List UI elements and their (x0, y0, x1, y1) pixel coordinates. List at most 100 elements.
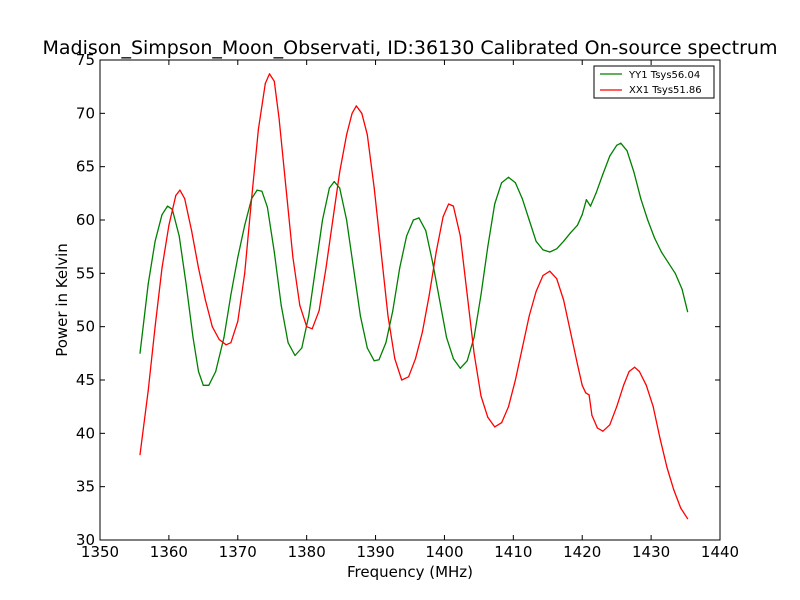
series-1-point-86 (687, 518, 689, 520)
series-0-point-4 (166, 205, 169, 207)
series-0-point-3 (161, 214, 163, 216)
legend-label-yy1: YY1 Tsys56.04 (628, 70, 700, 81)
series-0-point-32 (346, 219, 348, 221)
series-0-point-50 (466, 360, 468, 362)
series-0-point-21 (273, 251, 275, 253)
legend: YY1 Tsys56.04 XX1 Tsys51.86 (593, 65, 715, 99)
plot-frame (100, 60, 720, 540)
series-0-point-64 (563, 240, 565, 242)
series-0-point-84 (687, 311, 689, 313)
legend-box (593, 65, 715, 99)
x-tick-label: 1390 (356, 543, 394, 561)
series-1-point-17 (251, 198, 253, 200)
series-1-point-19 (264, 82, 266, 85)
series-1-point-23 (285, 187, 287, 189)
series-1-point-8 (191, 230, 193, 232)
series-0-point-73 (616, 144, 618, 146)
series-0-point-76 (633, 171, 635, 173)
series-0-point-45 (432, 262, 434, 264)
series-0-point-9 (197, 370, 200, 373)
x-tick-label: 1370 (219, 543, 257, 561)
series-1-point-64 (556, 278, 558, 280)
series-0-point-60 (535, 240, 537, 242)
series-1-point-69 (585, 392, 587, 394)
series-1-point-7 (184, 198, 186, 200)
x-tick-label: 1400 (425, 543, 463, 561)
series-1-point-36 (366, 134, 368, 136)
y-tick-label: 35 (76, 478, 95, 496)
x-tick-label: 1380 (288, 543, 326, 561)
series-0-point-33 (352, 267, 355, 269)
x-tick-label: 1360 (150, 543, 188, 561)
y-tick-label: 45 (76, 371, 95, 389)
series-1-point-34 (355, 105, 357, 107)
x-tick-label: 1410 (494, 543, 532, 561)
series-0-point-18 (256, 189, 258, 191)
series-0-point-36 (373, 360, 375, 362)
series-0-point-66 (576, 224, 579, 226)
series-0-point-11 (208, 384, 210, 386)
series-1-point-37 (373, 187, 375, 189)
series-0-point-28 (321, 219, 324, 221)
series-1-point-0 (139, 454, 141, 456)
series-0-point-61 (542, 249, 544, 251)
series-1-point-2 (154, 326, 156, 328)
series-1-point-40 (394, 358, 396, 360)
series-0-point-13 (223, 336, 225, 338)
series-1-point-28 (318, 310, 320, 312)
series-1-point-57 (507, 406, 510, 408)
series-1-point-58 (514, 379, 517, 381)
series-1-point-21 (273, 80, 275, 82)
series-1-point-84 (673, 489, 675, 491)
series-1-point-77 (628, 370, 630, 373)
series-1-point-4 (168, 224, 170, 226)
series-0-point-80 (660, 251, 663, 253)
series-0-point-46 (439, 299, 441, 301)
series-1-point-62 (542, 274, 544, 277)
series-0-point-53 (487, 246, 489, 248)
series-1-point-9 (197, 267, 200, 269)
series-1-point-78 (634, 366, 636, 368)
y-tick-label: 60 (76, 211, 95, 229)
x-axis-ticks: 1350 1360 1370 1380 1390 1400 1410 1420 1430 1440 (81, 60, 739, 561)
y-tick-label: 30 (76, 531, 95, 549)
series-0-point-7 (185, 283, 187, 285)
series-1-point-54 (487, 416, 489, 418)
series-0-point-79 (654, 237, 656, 239)
series-1-point-20 (268, 73, 271, 75)
series-0-point-31 (339, 187, 341, 189)
series-0-point-20 (266, 206, 268, 208)
series-1-point-52 (473, 352, 475, 354)
series-1-point-76 (623, 384, 625, 386)
series-1-point-68 (581, 384, 583, 386)
series-0-point-51 (473, 336, 475, 338)
y-axis-label: Power in Kelvin (53, 243, 71, 357)
series-1-point-31 (339, 171, 341, 173)
series-1-point-61 (535, 290, 537, 293)
series-1-point-48 (448, 203, 450, 205)
x-tick-label: 1440 (701, 543, 739, 561)
series-1-point-45 (428, 294, 430, 296)
series-1-point-32 (346, 134, 348, 136)
series-0-point-35 (366, 347, 368, 349)
series-0-point-6 (178, 235, 180, 237)
plot-area: 1350 1360 1370 1380 1390 1400 1410 1420 1430 1440… (76, 51, 739, 561)
series-1-point-41 (401, 379, 403, 381)
y-tick-label: 50 (76, 318, 95, 336)
series-1-point-10 (204, 299, 206, 301)
legend-label-xx1: XX1 Tsys51.86 (629, 85, 702, 96)
series-0-point-40 (399, 267, 401, 269)
series-1-point-49 (452, 205, 454, 207)
series-0-point-44 (425, 230, 427, 232)
series-0-point-16 (244, 224, 246, 226)
series-1-point-75 (616, 406, 618, 408)
series-0-point-63 (556, 248, 558, 250)
series-1-point-66 (569, 331, 572, 333)
series-1-point-30 (332, 219, 334, 221)
series-1-point-12 (218, 338, 220, 341)
series-0-point-26 (308, 315, 310, 317)
series-0-point-30 (333, 181, 335, 183)
series-0-point-8 (192, 336, 194, 338)
series-0-point-12 (215, 370, 217, 373)
series-0-point-57 (514, 182, 517, 184)
